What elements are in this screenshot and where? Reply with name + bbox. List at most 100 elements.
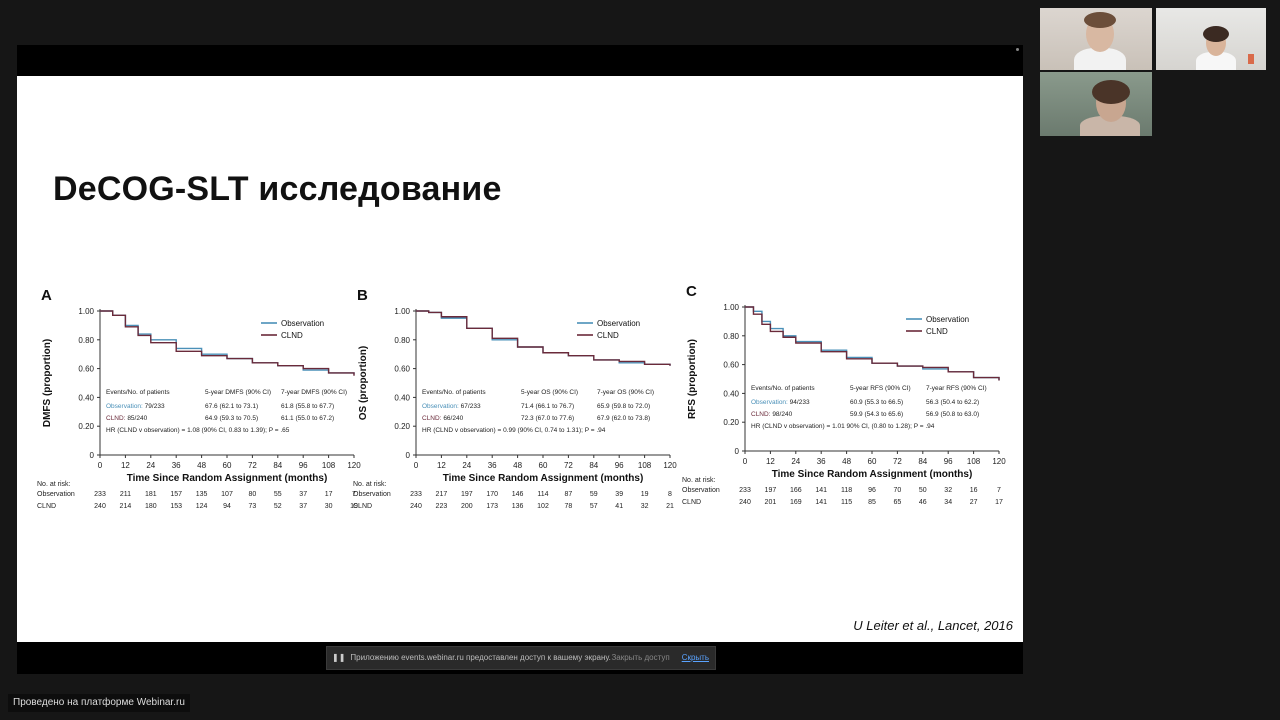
x-tick-label: 120 xyxy=(992,457,1006,466)
table-header: Events/No. of patients xyxy=(751,385,815,392)
at-risk-value: 180 xyxy=(145,503,157,510)
table-row-label: Observation: 79/233 xyxy=(106,403,165,410)
y-tick-label: 0.80 xyxy=(78,336,94,345)
citation: U Leiter et al., Lancet, 2016 xyxy=(853,618,1013,633)
participant-video-2[interactable] xyxy=(1156,8,1266,70)
at-risk-value: 96 xyxy=(868,487,876,494)
table-7yr-value: 61.1 (55.0 to 67.2) xyxy=(281,415,334,422)
y-tick-label: 0.60 xyxy=(723,361,739,370)
x-tick-label: 72 xyxy=(248,461,257,470)
km-panel-a: A DMFS (proportion) 0 0.20 0.40 0.60 0.80 1.00 0… xyxy=(37,276,367,536)
km-curve-clnd xyxy=(745,306,1000,381)
at-risk-value: 7 xyxy=(997,487,1001,494)
table-group-name: Observation: xyxy=(751,399,790,406)
at-risk-value: 37 xyxy=(299,503,307,510)
x-tick-label: 48 xyxy=(842,457,851,466)
x-tick-label: 96 xyxy=(944,457,953,466)
table-group-name: Observation: xyxy=(106,403,145,410)
x-tick-label: 108 xyxy=(967,457,981,466)
at-risk-value: 32 xyxy=(944,487,952,494)
table-hr: HR (CLND v observation) = 0.99 (90% CI, … xyxy=(422,427,606,434)
y-tick-label: 0.80 xyxy=(394,336,410,345)
at-risk-value: 214 xyxy=(120,503,132,510)
at-risk-value: 200 xyxy=(461,503,473,510)
y-tick-label: 0.40 xyxy=(394,393,410,402)
x-tick-label: 12 xyxy=(437,461,446,470)
table-row-label: CLND: 98/240 xyxy=(751,411,793,418)
at-risk-value: 233 xyxy=(410,491,422,498)
at-risk-value: 7 xyxy=(352,491,356,498)
at-risk-value: 32 xyxy=(641,503,649,510)
table-hr: HR (CLND v observation) = 1.01 90% CI, (… xyxy=(751,423,935,430)
table-header: Events/No. of patients xyxy=(422,389,486,396)
table-group-name: CLND: xyxy=(422,415,443,422)
x-tick-label: 60 xyxy=(223,461,232,470)
y-tick-label: 0.40 xyxy=(78,393,94,402)
legend-label: Observation xyxy=(926,315,969,324)
x-tick-label: 48 xyxy=(197,461,206,470)
participant-hair xyxy=(1084,12,1116,28)
at-risk-value: 19 xyxy=(350,503,358,510)
at-risk-value: 46 xyxy=(919,499,927,506)
x-tick-label: 36 xyxy=(488,461,497,470)
x-tick-label: 108 xyxy=(638,461,652,470)
table-header: 5-year DMFS (90% CI) xyxy=(205,389,271,396)
at-risk-value: 217 xyxy=(436,491,448,498)
y-axis-label: RFS (proportion) xyxy=(687,339,698,419)
at-risk-value: 73 xyxy=(249,503,257,510)
at-risk-value: 59 xyxy=(590,491,598,498)
panel-label: C xyxy=(686,283,697,300)
at-risk-row-label: CLND xyxy=(682,499,701,506)
table-7yr-value: 56.3 (50.4 to 62.2) xyxy=(926,399,979,406)
presentation-slide: DeCOG-SLT исследование A DMFS (proportion… xyxy=(17,76,1023,642)
at-risk-value: 85 xyxy=(868,499,876,506)
table-5yr-value: 71.4 (66.1 to 76.7) xyxy=(521,403,574,410)
y-tick-label: 1.00 xyxy=(78,307,94,316)
x-tick-label: 96 xyxy=(299,461,308,470)
at-risk-value: 34 xyxy=(944,499,952,506)
at-risk-value: 141 xyxy=(815,487,827,494)
x-tick-label: 24 xyxy=(791,457,800,466)
table-row-label: CLND: 66/240 xyxy=(422,415,464,422)
y-tick-label: 0.20 xyxy=(723,418,739,427)
table-5yr-value: 59.9 (54.3 to 65.6) xyxy=(850,411,903,418)
at-risk-value: 170 xyxy=(486,491,498,498)
table-events: 67/233 xyxy=(461,403,481,410)
table-group-name: Observation: xyxy=(422,403,461,410)
hide-notification-link[interactable]: Скрыть xyxy=(681,653,709,662)
stop-sharing-button[interactable]: Закрыть доступ xyxy=(611,653,670,662)
at-risk-value: 17 xyxy=(995,499,1003,506)
at-risk-header: No. at risk: xyxy=(353,481,387,488)
at-risk-value: 39 xyxy=(615,491,623,498)
screen-share-top-bar xyxy=(17,45,1023,76)
at-risk-row-label: Observation xyxy=(37,491,75,498)
table-5yr-value: 67.6 (62.1 to 73.1) xyxy=(205,403,258,410)
table-7yr-value: 67.9 (62.0 to 73.8) xyxy=(597,415,650,422)
at-risk-value: 41 xyxy=(615,503,623,510)
participant-video-1[interactable] xyxy=(1040,8,1152,70)
x-axis-label: Time Since Random Assignment (months) xyxy=(772,469,973,480)
table-header: 7-year OS (90% CI) xyxy=(597,389,654,396)
x-tick-label: 60 xyxy=(868,457,877,466)
table-header: 7-year DMFS (90% CI) xyxy=(281,389,347,396)
table-header: 7-year RFS (90% CI) xyxy=(926,385,987,392)
at-risk-value: 87 xyxy=(565,491,573,498)
x-tick-label: 84 xyxy=(918,457,927,466)
at-risk-value: 37 xyxy=(299,491,307,498)
at-risk-value: 240 xyxy=(410,503,422,510)
x-tick-label: 24 xyxy=(462,461,471,470)
participant-video-3[interactable] xyxy=(1040,72,1152,136)
wall-decor xyxy=(1248,54,1254,64)
at-risk-value: 115 xyxy=(841,499,852,506)
x-tick-label: 12 xyxy=(121,461,130,470)
x-tick-label: 36 xyxy=(817,457,826,466)
y-tick-label: 1.00 xyxy=(723,303,739,312)
x-axis-label: Time Since Random Assignment (months) xyxy=(443,473,644,484)
x-tick-label: 12 xyxy=(766,457,775,466)
share-message: Приложению events.webinar.ru предоставле… xyxy=(350,653,611,662)
at-risk-value: 169 xyxy=(790,499,802,506)
x-tick-label: 48 xyxy=(513,461,522,470)
pause-icon[interactable]: ❚❚ xyxy=(332,653,346,662)
at-risk-value: 52 xyxy=(274,503,282,510)
x-tick-label: 120 xyxy=(347,461,361,470)
